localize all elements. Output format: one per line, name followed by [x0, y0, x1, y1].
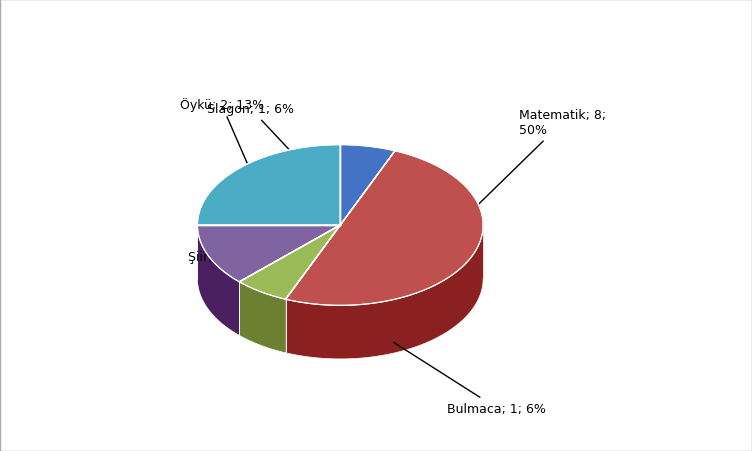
- Polygon shape: [239, 226, 341, 299]
- Text: Bulmaca; 1; 6%: Bulmaca; 1; 6%: [394, 343, 546, 414]
- Polygon shape: [198, 226, 341, 282]
- Polygon shape: [286, 226, 483, 359]
- Text: Slagon; 1; 6%: Slagon; 1; 6%: [208, 103, 316, 179]
- Polygon shape: [198, 145, 341, 226]
- Text: Şiir; 4; 25%: Şiir; 4; 25%: [189, 250, 261, 277]
- Polygon shape: [286, 152, 483, 306]
- Polygon shape: [239, 282, 286, 353]
- Polygon shape: [198, 226, 239, 336]
- Text: Öykü; 2; 13%: Öykü; 2; 13%: [180, 98, 264, 201]
- Text: Matematik; 8;
50%: Matematik; 8; 50%: [423, 109, 606, 259]
- Polygon shape: [341, 145, 395, 226]
